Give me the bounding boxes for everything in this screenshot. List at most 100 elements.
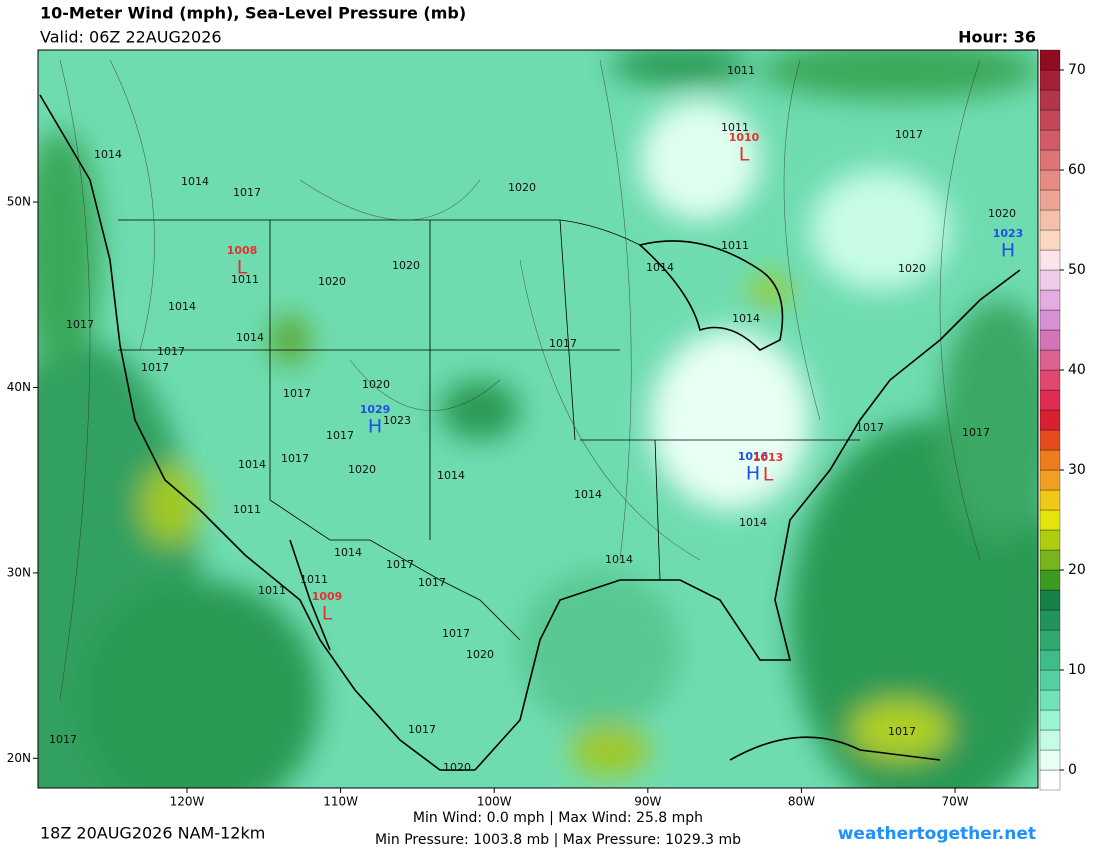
isobar-label: 1020 — [362, 378, 390, 391]
valid-time: Valid: 06Z 22AUG2026 — [40, 28, 222, 47]
colorbar-swatch — [1039, 269, 1061, 291]
colorbar-tick-label: 50 — [1068, 262, 1086, 278]
center-symbol: L — [739, 144, 750, 166]
colorbar-swatch — [1039, 209, 1061, 231]
colorbar-swatch — [1039, 229, 1061, 251]
colorbar-swatch — [1039, 129, 1061, 151]
isobar-label: 1014 — [605, 553, 633, 566]
y-tick-label: 30N — [7, 565, 31, 579]
x-tick-label: 70W — [941, 795, 968, 809]
colorbar-swatch — [1039, 709, 1061, 731]
isobar-label: 1017 — [66, 318, 94, 331]
isobar-label: 1017 — [281, 452, 309, 465]
isobar-label: 1020 — [466, 648, 494, 661]
colorbar-swatch — [1039, 389, 1061, 411]
isobar-label: 1017 — [49, 733, 77, 746]
colorbar-swatch — [1039, 189, 1061, 211]
isobar-label: 1017 — [233, 186, 261, 199]
colorbar-tick-label: 30 — [1068, 462, 1086, 478]
colorbar-swatch — [1039, 249, 1061, 271]
isobar-label: 1017 — [549, 337, 577, 350]
colorbar-tick-label: 20 — [1068, 562, 1086, 578]
isobar-label: 1017 — [895, 128, 923, 141]
wind-range: Min Wind: 0.0 mph | Max Wind: 25.8 mph — [413, 810, 703, 826]
colorbar-swatch — [1039, 49, 1061, 71]
isobar-label: 1017 — [326, 429, 354, 442]
isobar-label: 1014 — [168, 300, 196, 313]
isobar-label: 1017 — [856, 421, 884, 434]
y-tick-label: 40N — [7, 380, 31, 394]
colorbar-swatch — [1039, 549, 1061, 571]
colorbar-tick-label: 40 — [1068, 362, 1086, 378]
map-field — [38, 50, 1038, 788]
colorbar-swatch — [1039, 109, 1061, 131]
isobar-label: 1017 — [408, 723, 436, 736]
isobar-label: 1011 — [233, 503, 261, 516]
center-symbol: L — [322, 603, 333, 625]
map-frame — [37, 49, 1039, 789]
colorbar-swatch — [1039, 449, 1061, 471]
isobar-label: 1017 — [442, 627, 470, 640]
center-pressure: 1013 — [753, 451, 784, 464]
center-pressure: 1008 — [227, 244, 258, 257]
colorbar-swatch — [1039, 69, 1061, 91]
center-pressure: 1029 — [360, 403, 391, 416]
colorbar-swatch — [1039, 89, 1061, 111]
colorbar-swatch — [1039, 669, 1061, 691]
isobar-label: 1011 — [721, 121, 749, 134]
x-tick-label: 90W — [634, 795, 661, 809]
isobar-label: 1011 — [300, 573, 328, 586]
colorbar-swatch — [1039, 629, 1061, 651]
x-tick-label: 80W — [788, 795, 815, 809]
colorbar-swatch — [1039, 329, 1061, 351]
colorbar-swatch — [1039, 349, 1061, 371]
center-pressure: 1010 — [729, 131, 760, 144]
title: 10-Meter Wind (mph), Sea-Level Pressure … — [40, 4, 466, 23]
isobar-label: 1017 — [418, 576, 446, 589]
isobar-label: 1014 — [181, 175, 209, 188]
isobar-label: 1017 — [962, 426, 990, 439]
colorbar-swatch — [1039, 149, 1061, 171]
isobar-label: 1014 — [334, 546, 362, 559]
isobar-label: 1014 — [739, 516, 767, 529]
center-symbol: H — [746, 463, 760, 485]
isobar-label: 1020 — [318, 275, 346, 288]
isobar-label: 1017 — [157, 345, 185, 358]
model-run: 18Z 20AUG2026 NAM-12km — [40, 824, 265, 843]
isobar-label: 1020 — [988, 207, 1016, 220]
colorbar-swatch — [1039, 729, 1061, 751]
isobar-label: 1017 — [141, 361, 169, 374]
colorbar-swatch — [1039, 509, 1061, 531]
isobar-label: 1014 — [238, 458, 266, 471]
colorbar-swatch — [1039, 689, 1061, 711]
colorbar-tick-label: 0 — [1068, 762, 1077, 778]
isobar-label: 1011 — [231, 273, 259, 286]
colorbar-swatch — [1039, 589, 1061, 611]
isobar-label: 1020 — [508, 181, 536, 194]
center-symbol: L — [763, 464, 774, 486]
center-symbol: L — [237, 257, 248, 279]
isobar-label: 1023 — [383, 414, 411, 427]
y-tick-label: 50N — [7, 195, 31, 209]
colorbar-swatch — [1039, 569, 1061, 591]
forecast-hour: Hour: 36 — [958, 28, 1036, 47]
isobar-label: 1011 — [727, 64, 755, 77]
colorbar-swatch — [1039, 469, 1061, 491]
center-pressure: 1023 — [993, 227, 1024, 240]
isobar-label: 1014 — [732, 312, 760, 325]
colorbar-swatch — [1039, 169, 1061, 191]
x-tick-label: 110W — [323, 795, 358, 809]
site-credit: weathertogether.net — [838, 824, 1036, 844]
pressure-range: Min Pressure: 1003.8 mb | Max Pressure: … — [375, 832, 741, 848]
colorbar-swatch — [1039, 749, 1061, 771]
isobar-label: 1017 — [283, 387, 311, 400]
isobar-label: 1017 — [888, 725, 916, 738]
isobar-label: 1014 — [437, 469, 465, 482]
isobar-label: 1020 — [443, 761, 471, 774]
colorbar-swatch — [1039, 309, 1061, 331]
colorbar-swatch — [1039, 529, 1061, 551]
isobar-label: 1011 — [721, 239, 749, 252]
isobar-label: 1020 — [392, 259, 420, 272]
center-pressure: 1009 — [312, 590, 343, 603]
